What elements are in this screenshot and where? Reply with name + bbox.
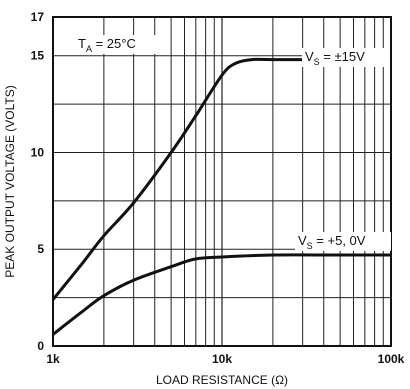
series-line-2: [52, 253, 391, 336]
x-tick-label: 10k: [212, 352, 232, 366]
y-tick-label: 15: [31, 49, 45, 63]
y-tick-label: 17: [31, 10, 45, 24]
y-tick-label: 5: [37, 242, 44, 256]
annotation-ta: TA = 25°C: [78, 36, 136, 54]
annotation-background: [75, 35, 157, 54]
annotation-vs-15v: VS = ±15V: [305, 49, 365, 67]
x-axis-label: LOAD RESISTANCE (Ω): [156, 373, 288, 387]
x-tick-label: 100k: [378, 352, 405, 366]
x-tick-label: 1k: [46, 352, 60, 366]
annotation-background: [295, 232, 391, 251]
y-tick-label: 10: [31, 145, 45, 159]
tick-labels: 1k 10k 100k 0 5 10 15 17: [31, 10, 405, 366]
series-layer: [51, 57, 391, 336]
annotation-background: [302, 48, 390, 67]
plot-frame: [52, 16, 392, 347]
annotation-vs-5v: VS = +5, 0V: [298, 233, 366, 251]
series-line-1: [51, 57, 391, 301]
annotations: TA = 25°C VS = ±15V VS = +5, 0V: [75, 35, 391, 251]
y-axis-label: PEAK OUTPUT VOLTAGE (VOLTS): [3, 85, 17, 277]
y-tick-label: 0: [37, 339, 44, 353]
